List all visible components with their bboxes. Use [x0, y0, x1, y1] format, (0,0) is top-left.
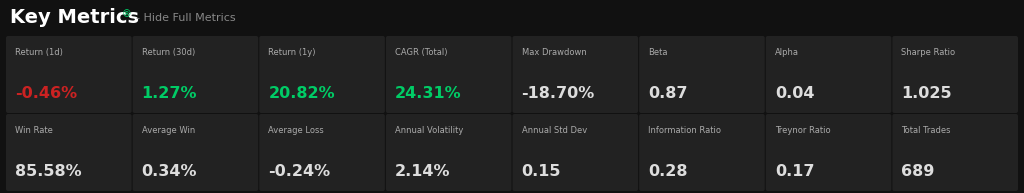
Text: Win Rate: Win Rate — [15, 126, 53, 135]
Text: Max Drawdown: Max Drawdown — [521, 48, 587, 57]
FancyBboxPatch shape — [386, 36, 512, 113]
FancyBboxPatch shape — [133, 114, 258, 191]
Text: Annual Volatility: Annual Volatility — [395, 126, 463, 135]
Text: 20.82%: 20.82% — [268, 86, 335, 101]
Text: -0.46%: -0.46% — [15, 86, 77, 101]
Text: Return (1y): Return (1y) — [268, 48, 315, 57]
Text: 0.28: 0.28 — [648, 164, 688, 179]
Text: Return (30d): Return (30d) — [141, 48, 195, 57]
Text: 2.14%: 2.14% — [395, 164, 451, 179]
Text: Average Win: Average Win — [141, 126, 195, 135]
Text: 0.17: 0.17 — [775, 164, 814, 179]
FancyBboxPatch shape — [259, 114, 385, 191]
Text: Key Metrics: Key Metrics — [10, 8, 139, 27]
Text: 0.87: 0.87 — [648, 86, 688, 101]
FancyBboxPatch shape — [766, 36, 891, 113]
Text: Total Trades: Total Trades — [901, 126, 951, 135]
Text: 0.04: 0.04 — [775, 86, 814, 101]
Text: CAGR (Total): CAGR (Total) — [395, 48, 447, 57]
Text: 1.27%: 1.27% — [141, 86, 198, 101]
FancyBboxPatch shape — [892, 114, 1018, 191]
FancyBboxPatch shape — [386, 114, 512, 191]
FancyBboxPatch shape — [892, 36, 1018, 113]
Text: Alpha: Alpha — [775, 48, 799, 57]
FancyBboxPatch shape — [133, 36, 258, 113]
Text: 0.15: 0.15 — [521, 164, 561, 179]
Text: Sharpe Ratio: Sharpe Ratio — [901, 48, 955, 57]
Text: ®: ® — [122, 9, 132, 19]
FancyBboxPatch shape — [639, 114, 765, 191]
Text: -18.70%: -18.70% — [521, 86, 595, 101]
Text: 24.31%: 24.31% — [395, 86, 462, 101]
FancyBboxPatch shape — [766, 114, 891, 191]
Text: 689: 689 — [901, 164, 935, 179]
Text: Information Ratio: Information Ratio — [648, 126, 721, 135]
FancyBboxPatch shape — [512, 36, 638, 113]
Text: - Hide Full Metrics: - Hide Full Metrics — [136, 13, 236, 23]
FancyBboxPatch shape — [259, 36, 385, 113]
Text: Average Loss: Average Loss — [268, 126, 324, 135]
FancyBboxPatch shape — [6, 36, 132, 113]
Text: 1.025: 1.025 — [901, 86, 952, 101]
Text: Treynor Ratio: Treynor Ratio — [775, 126, 830, 135]
Text: Beta: Beta — [648, 48, 668, 57]
FancyBboxPatch shape — [6, 114, 132, 191]
Text: -0.24%: -0.24% — [268, 164, 331, 179]
Text: Annual Std Dev: Annual Std Dev — [521, 126, 587, 135]
FancyBboxPatch shape — [639, 36, 765, 113]
Text: Return (1d): Return (1d) — [15, 48, 62, 57]
Text: 85.58%: 85.58% — [15, 164, 82, 179]
FancyBboxPatch shape — [512, 114, 638, 191]
Text: 0.34%: 0.34% — [141, 164, 198, 179]
